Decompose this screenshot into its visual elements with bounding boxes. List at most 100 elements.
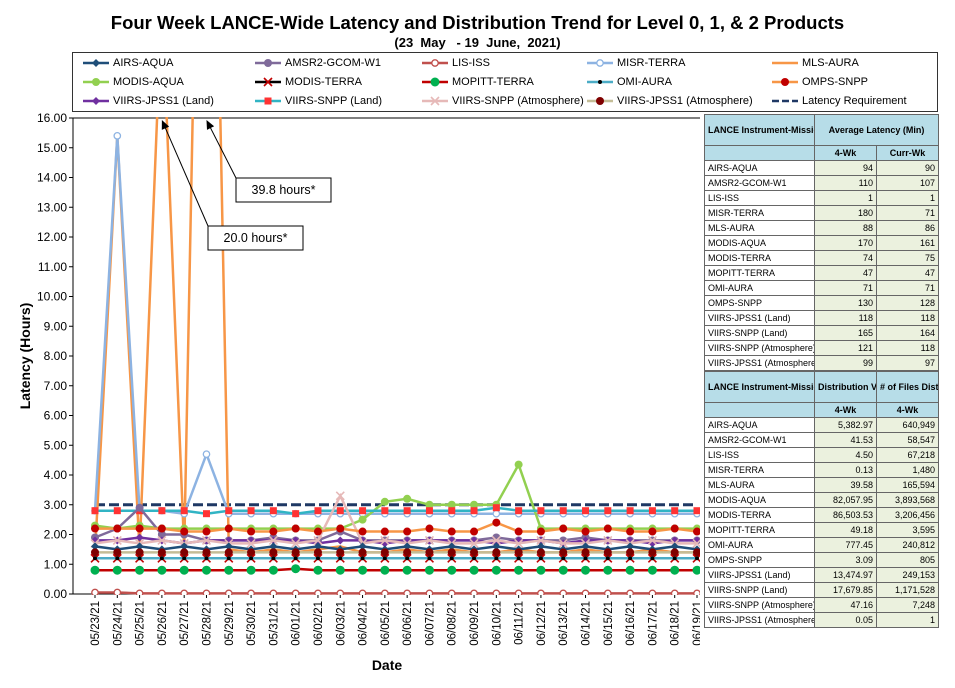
- latency-table-value-cell: 1: [814, 190, 877, 206]
- legend-item-viirs-snpp-land: VIIRS-SNPP (Land): [253, 92, 382, 110]
- x-tick-label: 06/07/21: [424, 601, 436, 646]
- latency-table-value-cell: 180: [814, 205, 877, 221]
- latency-table-value-cell: 75: [875, 250, 940, 266]
- legend-swatch-viirs-jpss1-land: [83, 97, 109, 105]
- data-point-viirs-snpp-atmosphere: [514, 538, 524, 548]
- data-point-viirs-snpp-land: [515, 507, 523, 515]
- data-point-viirs-snpp-land: [693, 507, 700, 515]
- data-point-viirs-snpp-land: [425, 507, 433, 515]
- latency-table-mission-cell: MOPITT-TERRA: [704, 265, 815, 281]
- dist-table-row: MLS-AURA 39.58 165,594: [704, 477, 939, 493]
- latency-table-mission-cell: OMI-AURA: [704, 280, 815, 296]
- data-point-mopitt-terra: [157, 565, 167, 575]
- latency-table-row: OMPS-SNPP 130 128: [704, 295, 940, 311]
- distribution-table: LANCE Instrument-Mission Distribution Vo…: [704, 371, 939, 628]
- dist-table-value-cell: 3,595: [876, 522, 939, 538]
- y-axis-label: Latency (Hours): [17, 303, 33, 410]
- data-point-modis-aqua: [470, 500, 479, 509]
- latency-table-row: VIIRS-JPSS1 (Atmosphere) 99 97: [704, 355, 940, 371]
- data-point-omi-aura: [249, 556, 254, 561]
- data-point-modis-aqua: [358, 515, 367, 524]
- latency-table-mission-cell: MODIS-AQUA: [704, 235, 815, 251]
- dist-table-value-cell: 47.16: [814, 597, 877, 613]
- data-point-omps-snpp: [224, 524, 233, 533]
- axes: 0.00 1.00 2.00 3.00 4.00 5.00 6.00 7.00 8.00 9.00…: [37, 111, 700, 646]
- dist-table-mission-cell: OMPS-SNPP: [704, 552, 815, 568]
- data-point-omps-snpp: [492, 518, 501, 527]
- data-point-omps-snpp: [447, 527, 456, 536]
- data-point-omps-snpp: [247, 527, 256, 536]
- data-point-viirs-jpss1-atmosphere: [247, 548, 256, 557]
- dist-table-row: AMSR2-GCOM-W1 41.53 58,547: [704, 432, 939, 448]
- dist-table-mission-cell: MLS-AURA: [704, 477, 815, 493]
- data-point-viirs-snpp-land: [314, 507, 322, 515]
- series-line-viirs-snpp-atmosphere: [94, 492, 697, 545]
- series-omi-aura: [93, 556, 699, 561]
- data-point-omi-aura: [516, 556, 521, 561]
- data-point-modis-aqua: [514, 460, 523, 469]
- data-point-lis-iss: [403, 589, 411, 595]
- data-point-omps-snpp: [135, 524, 144, 533]
- data-point-mopitt-terra: [469, 565, 479, 575]
- latency-table-mission-cell: AMSR2-GCOM-W1: [704, 175, 815, 191]
- dist-table-value-cell: 165,594: [876, 477, 939, 493]
- x-tick-label: 06/01/21: [291, 601, 303, 646]
- data-point-viirs-jpss1-atmosphere: [536, 548, 545, 557]
- data-point-viirs-snpp-atmosphere: [157, 535, 167, 546]
- data-point-viirs-jpss1-atmosphere: [380, 548, 389, 557]
- dist-table-value-cell: 82,057.95: [814, 492, 877, 508]
- legend-item-omi-aura: OMI-AURA: [585, 73, 672, 91]
- data-point-mopitt-terra: [491, 565, 501, 575]
- legend-swatch-airs-aqua: [83, 59, 109, 67]
- dist-table-row: VIIRS-SNPP (Atmosphere) 47.16 7,248: [704, 597, 939, 613]
- dist-table-mission-cell: VIIRS-SNPP (Atmosphere): [704, 597, 815, 613]
- data-point-modis-aqua: [403, 494, 412, 503]
- latency-table: LANCE Instrument-Mission Average Latency…: [704, 114, 940, 371]
- x-tick-label: 05/25/21: [135, 601, 147, 646]
- latency-table-value-cell: 71: [875, 280, 940, 296]
- legend-swatch-viirs-snpp-land: [255, 97, 281, 105]
- data-point-omi-aura: [561, 556, 566, 561]
- data-point-airs-aqua: [447, 542, 456, 551]
- data-point-omi-aura: [427, 556, 432, 561]
- latency-table-row: MLS-AURA 88 86: [704, 220, 940, 236]
- data-point-airs-aqua: [224, 542, 233, 551]
- data-point-omi-aura: [315, 556, 320, 561]
- latency-table-value-cell: 118: [875, 340, 940, 356]
- dist-table-mission-cell: AIRS-AQUA: [704, 417, 815, 433]
- data-point-viirs-snpp-land: [336, 507, 344, 515]
- data-point-omps-snpp: [380, 527, 389, 536]
- data-point-omps-snpp: [336, 524, 345, 533]
- legend-marker: [263, 77, 273, 87]
- dist-table-mission-cell: MOPITT-TERRA: [704, 522, 815, 538]
- data-point-viirs-snpp-land: [671, 507, 679, 515]
- data-point-mopitt-terra: [558, 565, 568, 575]
- data-point-airs-aqua: [403, 542, 412, 551]
- latency-table-mission-cell: MISR-TERRA: [704, 205, 815, 221]
- data-point-omi-aura: [472, 556, 477, 561]
- latency-table-mission-cell: VIIRS-SNPP (Land): [704, 325, 815, 341]
- legend-marker: [430, 77, 440, 87]
- dist-table-row: OMPS-SNPP 3.09 805: [704, 552, 939, 568]
- data-point-viirs-snpp-atmosphere: [380, 535, 390, 546]
- y-tick-label: 9.00: [44, 319, 68, 333]
- dist-table-value-cell: 86,503.53: [814, 507, 877, 523]
- legend-label-misr-terra: MISR-TERRA: [617, 57, 686, 69]
- data-point-mopitt-terra: [447, 565, 457, 575]
- data-point-omps-snpp: [470, 527, 479, 536]
- latency-table-value-cell: 94: [814, 160, 877, 176]
- data-point-viirs-snpp-land: [403, 507, 411, 515]
- dist-table-value-cell: 39.58: [814, 477, 877, 493]
- dist-table-value-cell: 1,480: [876, 462, 939, 478]
- latency-table-value-cell: 86: [875, 220, 940, 236]
- legend-swatch-omi-aura: [587, 80, 613, 84]
- data-point-viirs-snpp-land: [492, 504, 500, 512]
- latency-table-row: MOPITT-TERRA 47 47: [704, 265, 940, 281]
- data-point-mopitt-terra: [358, 565, 368, 575]
- data-point-omps-snpp: [269, 527, 278, 536]
- data-point-mopitt-terra: [335, 565, 345, 575]
- data-point-omps-snpp: [603, 524, 612, 533]
- legend-item-mls-aura: MLS-AURA: [770, 54, 859, 72]
- data-point-lis-iss: [581, 589, 590, 595]
- data-point-viirs-snpp-atmosphere: [424, 535, 435, 546]
